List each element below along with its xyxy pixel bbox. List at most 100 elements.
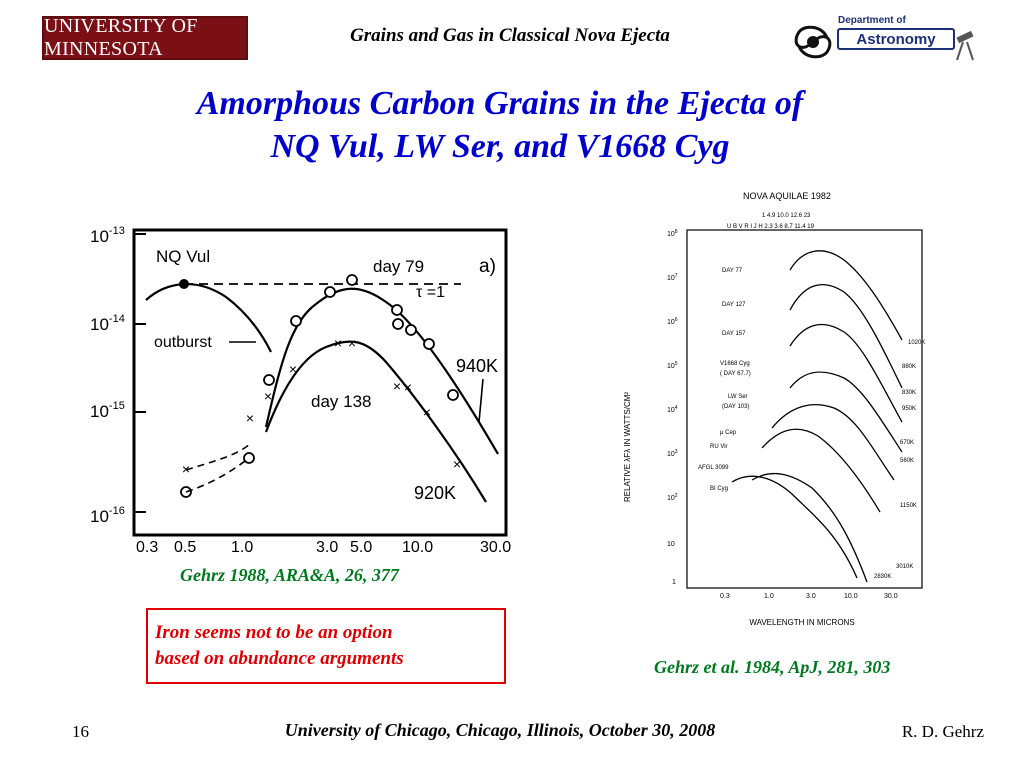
curve-2830k [751,472,868,583]
svg-text:×: × [423,404,431,420]
slide-title-line2: NQ Vul, LW Ser, and V1668 Cyg [270,128,730,165]
svg-text:DAY 77: DAY 77 [722,268,743,274]
astronomy-dept-label: Department of [838,15,906,26]
svg-text:1020K: 1020K [908,340,925,346]
svg-text:105: 105 [667,361,678,370]
svg-text:104: 104 [667,405,678,414]
day79-points [180,274,459,498]
xtick-10.0: 10.0 [402,539,433,556]
svg-text:RU Vir: RU Vir [710,444,728,450]
svg-text:3010K: 3010K [896,564,913,570]
ytick-1e-16: 10-16 [90,505,125,526]
band-numbers: 1 4.9 10.0 12.6 23 [762,213,811,219]
svg-text:AFGL 3099: AFGL 3099 [698,465,729,471]
nq-vul-sed-figure: 10-13 10-14 10-15 10-16 0.3 0.5 1.0 3.0 … [90,225,511,556]
svg-text:106: 106 [667,317,678,326]
ytick-1e-13: 10-13 [90,225,125,246]
svg-text:2830K: 2830K [874,574,891,580]
svg-text:×: × [334,335,342,351]
label-outburst: outburst [154,334,212,351]
svg-text:670K: 670K [900,440,914,446]
band-labels: U B V R I J H 2.3 3.6 8.7 11.4 19 [727,224,815,230]
right-figure-caption: Gehrz et al. 1984, ApJ, 281, 303 [654,657,891,677]
xtick-0.3: 0.3 [136,539,158,556]
xtick-30.0: 30.0 [480,539,511,556]
svg-text:102: 102 [667,493,678,502]
ytick-1e-15: 10-15 [90,400,125,421]
label-920k: 920K [414,483,456,503]
svg-text:830K: 830K [902,390,916,396]
telescope-icon [956,30,974,61]
svg-text:103: 103 [667,449,678,458]
svg-text:(DAY 103): (DAY 103) [722,404,749,410]
svg-text:LW Ser: LW Ser [728,394,748,400]
curve-v1668 [789,371,903,453]
svg-text:10.0: 10.0 [844,593,858,600]
label-day138: day 138 [311,392,372,411]
svg-text:3.0: 3.0 [806,593,816,600]
svg-text:V1668 Cyg: V1668 Cyg [720,361,750,367]
day79-lower-dashed [185,457,250,493]
left-x-ticks: 0.3 0.5 1.0 3.0 5.0 10.0 30.0 [136,539,511,556]
svg-text:×: × [246,410,254,426]
svg-text:DAY 157: DAY 157 [722,331,746,337]
ytick-1e-14: 10-14 [90,313,125,334]
note-box: Iron seems not to be an option based on … [146,608,506,684]
university-logo-text: UNIVERSITY OF MINNESOTA [44,15,198,60]
astronomy-logo-graphic [794,25,974,61]
svg-text:DAY 127: DAY 127 [722,302,746,308]
label-nq-vul: NQ Vul [156,247,210,266]
svg-text:1150K: 1150K [900,503,917,509]
svg-text:×: × [264,388,272,404]
svg-text:107: 107 [667,273,678,282]
nova-aquilae-sed-figure: NOVA AQUILAE 1982 1 4.9 10.0 12.6 23 U B… [623,191,925,627]
university-logo: UNIVERSITY OF MINNESOTA [42,15,248,60]
footer-author: R. D. Gehrz [901,722,984,741]
day138-lower-dashed [185,443,251,471]
label-panel: a) [479,256,496,277]
left-y-ticks: 10-13 10-14 10-15 10-16 [90,225,146,526]
xtick-3.0: 3.0 [316,539,338,556]
day79-curve [264,287,499,455]
svg-text:108: 108 [667,229,678,238]
right-y-ticks: 108 107 106 105 104 103 102 10 1 [667,229,678,586]
svg-text:×: × [182,461,190,477]
svg-text:( DAY 67.7): ( DAY 67.7) [720,371,751,377]
left-figure-caption: Gehrz 1988, ARA&A, 26, 377 [180,565,399,585]
curve-bicyg [731,475,858,579]
curve-day77 [789,250,903,341]
spiral-galaxy-icon [794,25,832,59]
svg-text:1: 1 [672,579,676,586]
day138-points: ×××× × ×× × ×× [182,335,461,477]
svg-text:10: 10 [667,541,675,548]
outburst-curve [145,283,272,353]
curve-mucep [761,428,881,513]
xtick-5.0: 5.0 [350,539,372,556]
svg-text:0.3: 0.3 [720,593,730,600]
svg-text:×: × [453,456,461,472]
right-x-ticks: 0.3 1.0 3.0 10.0 30.0 [720,593,898,600]
label-940k: 940K [456,356,498,376]
xtick-1.0: 1.0 [231,539,253,556]
svg-text:μ Cep: μ Cep [720,430,737,436]
label-tau: τ =1 [416,284,445,301]
label-day79: day 79 [373,257,424,276]
curve-day157 [789,323,903,423]
page-number: 16 [72,722,89,741]
xtick-0.5: 0.5 [174,539,196,556]
day138-curve [264,340,487,503]
svg-text:BI Cyg: BI Cyg [710,486,728,492]
slide-title: Amorphous Carbon Grains in the Ejecta of… [100,82,900,168]
svg-text:950K: 950K [902,406,916,412]
slide-title-line1: Amorphous Carbon Grains in the Ejecta of [196,85,804,122]
svg-text:×: × [289,361,297,377]
svg-text:×: × [348,335,356,351]
svg-text:1.0: 1.0 [764,593,774,600]
svg-text:×: × [404,379,412,395]
header-title: Grains and Gas in Classical Nova Ejecta [350,25,670,46]
footer-venue: University of Chicago, Chicago, Illinois… [284,720,716,740]
curve-day127 [789,284,903,389]
right-ylabel: RELATIVE λFλ IN WATTS/CM² [623,392,632,502]
svg-text:560K: 560K [900,458,914,464]
note-line1: Iron seems not to be an option [155,622,393,643]
